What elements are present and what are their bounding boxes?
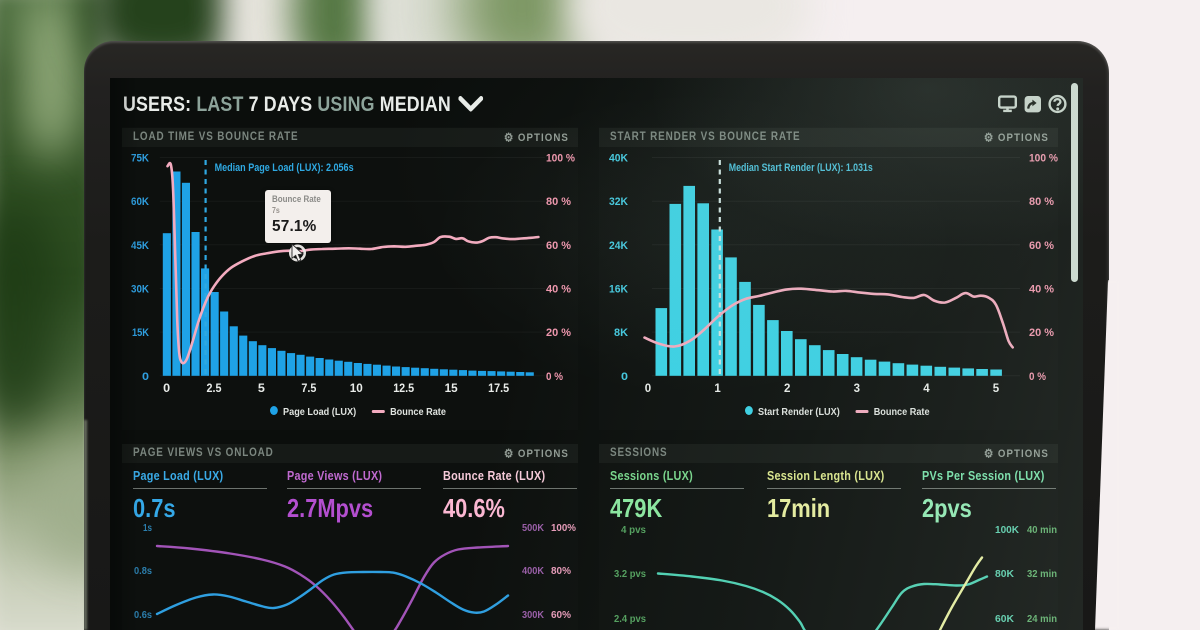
svg-text:10: 10	[350, 383, 363, 395]
svg-text:40 min: 40 min	[1027, 525, 1057, 536]
svg-text:32 min: 32 min	[1027, 569, 1057, 580]
svg-text:40K: 40K	[609, 153, 628, 165]
svg-text:0: 0	[621, 371, 628, 383]
svg-text:2.4 pvs: 2.4 pvs	[614, 614, 646, 625]
svg-text:3: 3	[854, 383, 860, 395]
svg-text:100%: 100%	[551, 523, 576, 534]
svg-text:8K: 8K	[614, 327, 628, 339]
svg-text:80%: 80%	[551, 566, 571, 577]
svg-text:100K: 100K	[995, 525, 1020, 536]
svg-text:60K: 60K	[131, 196, 149, 208]
svg-text:0: 0	[142, 371, 149, 383]
svg-text:Median Start Render (LUX): 1.0: Median Start Render (LUX): 1.031s	[729, 162, 873, 174]
svg-text:0.8s: 0.8s	[134, 566, 152, 577]
svg-text:60%: 60%	[551, 610, 571, 621]
svg-text:12.5: 12.5	[393, 383, 415, 395]
svg-text:400K: 400K	[522, 566, 545, 577]
svg-text:75K: 75K	[131, 153, 149, 165]
svg-text:0: 0	[163, 383, 170, 395]
svg-text:30K: 30K	[131, 284, 149, 296]
svg-text:45K: 45K	[131, 240, 149, 252]
svg-text:0 %: 0 %	[546, 371, 563, 383]
svg-text:3.2 pvs: 3.2 pvs	[614, 569, 646, 580]
svg-text:32K: 32K	[609, 196, 628, 208]
svg-text:24 min: 24 min	[1027, 614, 1057, 625]
svg-text:20 %: 20 %	[1029, 327, 1054, 339]
svg-text:60K: 60K	[995, 614, 1015, 625]
svg-text:100 %: 100 %	[1029, 153, 1058, 165]
svg-text:0.6s: 0.6s	[134, 610, 152, 621]
svg-text:0: 0	[645, 383, 651, 395]
svg-text:1s: 1s	[143, 523, 152, 534]
svg-text:15: 15	[445, 383, 459, 395]
svg-text:0 %: 0 %	[1029, 371, 1046, 383]
svg-text:Median Page Load (LUX): 2.056s: Median Page Load (LUX): 2.056s	[215, 162, 354, 174]
svg-text:1: 1	[714, 383, 721, 395]
svg-text:24K: 24K	[609, 240, 628, 252]
svg-text:80 %: 80 %	[1029, 196, 1054, 208]
svg-text:500K: 500K	[522, 523, 545, 534]
svg-text:2: 2	[784, 383, 790, 395]
svg-text:4 pvs: 4 pvs	[621, 525, 646, 536]
svg-text:20 %: 20 %	[546, 327, 571, 339]
svg-text:60 %: 60 %	[1029, 240, 1054, 252]
svg-text:17.5: 17.5	[488, 383, 510, 395]
svg-text:5: 5	[258, 383, 266, 395]
svg-text:5: 5	[993, 383, 1000, 395]
svg-text:16K: 16K	[609, 284, 628, 296]
svg-text:80 %: 80 %	[546, 196, 571, 208]
svg-text:300K: 300K	[522, 610, 545, 621]
svg-text:4: 4	[923, 383, 930, 395]
svg-text:40 %: 40 %	[1029, 284, 1054, 296]
svg-text:60 %: 60 %	[546, 240, 571, 252]
svg-text:7.5: 7.5	[301, 383, 317, 395]
svg-text:40 %: 40 %	[546, 284, 571, 296]
svg-text:15K: 15K	[132, 327, 149, 339]
svg-text:2.5: 2.5	[207, 383, 223, 395]
svg-text:80K: 80K	[995, 569, 1015, 580]
svg-text:100 %: 100 %	[546, 153, 575, 165]
